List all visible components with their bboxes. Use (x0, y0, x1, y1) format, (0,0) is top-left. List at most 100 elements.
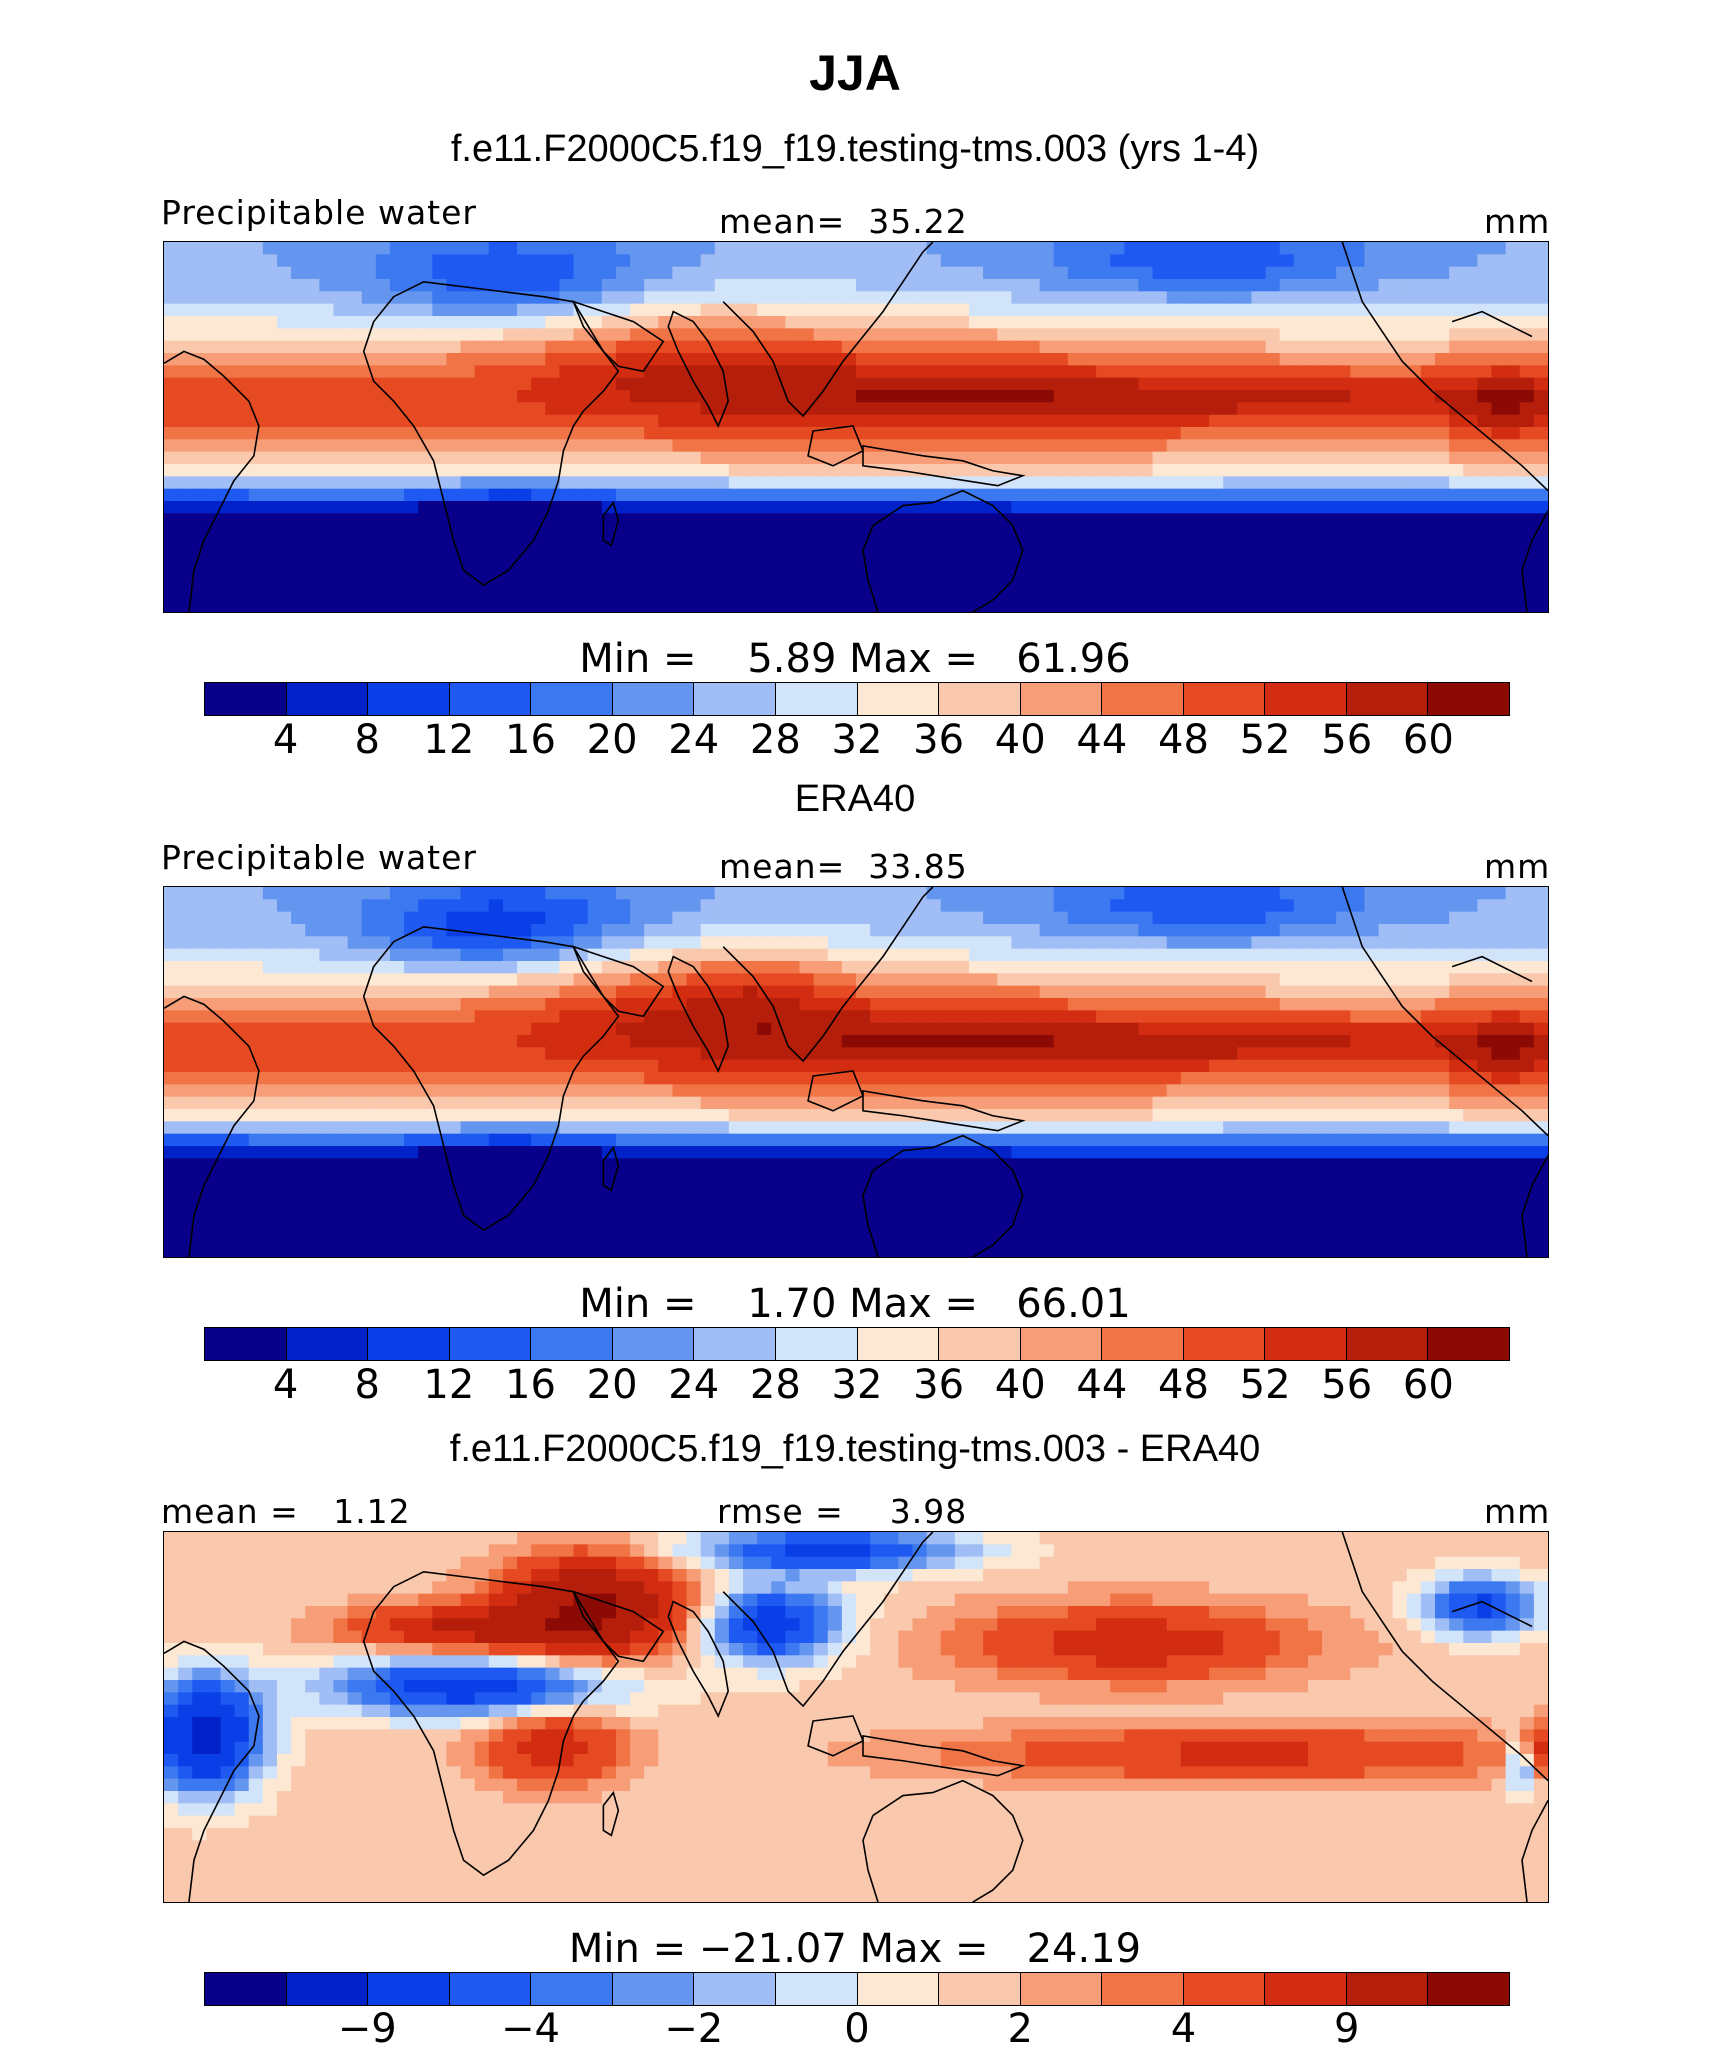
contour-cell (630, 353, 645, 366)
contour-cell (1519, 1022, 1535, 1036)
contour-cell (1533, 1010, 1548, 1024)
contour-cell (1025, 340, 1041, 354)
contour-cell (291, 1072, 306, 1085)
contour-cell (884, 451, 899, 465)
contour-cell (601, 1047, 617, 1061)
contour-cell (1533, 340, 1548, 354)
contour-cell (1463, 303, 1478, 317)
contour-cell (1477, 464, 1493, 477)
contour-cell (1477, 291, 1493, 305)
contour-cell (305, 550, 320, 564)
contour-cell (1491, 390, 1507, 403)
contour-cell (1477, 303, 1493, 317)
contour-cell (630, 316, 645, 329)
contour-cell (799, 924, 815, 937)
contour-cell (1293, 899, 1309, 913)
contour-cell (248, 525, 264, 539)
contour-cell (1096, 1096, 1111, 1110)
contour-cell (884, 254, 899, 268)
contour-cell (333, 242, 349, 255)
contour-cell (884, 340, 899, 354)
contour-cell (587, 464, 603, 477)
contour-cell (1477, 911, 1493, 925)
contour-cell (1237, 911, 1253, 925)
contour-cell (1463, 985, 1478, 999)
contour-cell (1223, 266, 1238, 280)
contour-cell (1053, 365, 1069, 379)
contour-cell (587, 513, 603, 527)
contour-cell (375, 439, 391, 453)
contour-cell (1180, 365, 1196, 379)
contour-cell (644, 291, 659, 305)
contour-cell (474, 353, 490, 366)
contour-cell (1011, 414, 1027, 428)
contour-cell (1138, 1121, 1154, 1135)
contour-cell (1279, 1072, 1295, 1085)
contour-cell (404, 501, 419, 514)
contour-cell (1067, 562, 1083, 576)
contour-cell (291, 936, 306, 950)
contour-cell (898, 538, 914, 551)
contour-cell (446, 303, 462, 317)
contour-cell (1237, 562, 1253, 576)
contour-cell (1322, 1109, 1337, 1122)
contour-cell (672, 911, 688, 925)
contour-cell (1322, 1072, 1337, 1085)
contour-cell (771, 587, 786, 601)
contour-cell (446, 525, 462, 539)
contour-cell (954, 538, 970, 551)
contour-cell (785, 550, 801, 564)
contour-cell (1364, 513, 1380, 527)
contour-cell (517, 1072, 532, 1085)
contour-cell (926, 550, 942, 564)
contour-cell (728, 488, 744, 502)
contour-cell (460, 402, 476, 416)
contour-cell (1449, 599, 1464, 612)
contour-cell (305, 973, 320, 987)
contour-cell (1096, 525, 1111, 539)
contour-cell (1463, 476, 1478, 490)
contour-cell (531, 340, 546, 354)
contour-cell (1505, 911, 1521, 925)
contour-cell (686, 464, 702, 477)
contour-cell (757, 266, 772, 280)
contour-cell (1449, 1084, 1464, 1098)
contour-cell (728, 936, 744, 950)
contour-cell (1293, 1084, 1309, 1098)
contour-cell (870, 575, 885, 588)
contour-cell (658, 1035, 674, 1048)
contour-cell (757, 1109, 772, 1122)
contour-cell (1039, 488, 1055, 502)
contour-cell (827, 911, 843, 925)
contour-cell (1180, 254, 1196, 268)
contour-cell (460, 427, 476, 440)
contour-cell (644, 899, 659, 913)
contour-cell (1152, 1047, 1168, 1061)
contour-cell (856, 1047, 871, 1061)
contour-cell (1223, 377, 1238, 391)
contour-cell (1081, 476, 1097, 490)
contour-cell (192, 525, 207, 539)
contour-cell (418, 353, 433, 366)
contour-cell (1152, 365, 1168, 379)
contour-cell (714, 340, 730, 354)
contour-cell (1237, 464, 1253, 477)
contour-cell (319, 390, 335, 403)
contour-cell (361, 1059, 377, 1073)
contour-cell (375, 476, 391, 490)
contour-cell (587, 936, 603, 950)
contour-cell (1406, 911, 1422, 925)
contour-cell (1223, 390, 1238, 403)
contour-cell (573, 242, 589, 255)
contour-cell (1237, 948, 1253, 962)
contour-cell (1279, 961, 1295, 974)
contour-cell (1067, 476, 1083, 490)
contour-cell (531, 924, 546, 937)
contour-cell (644, 377, 659, 391)
contour-cell (1279, 587, 1295, 601)
contour-cell (1364, 340, 1380, 354)
contour-cell (587, 316, 603, 329)
contour-cell (488, 599, 504, 612)
contour-cell (743, 924, 758, 937)
contour-cell (178, 924, 193, 937)
